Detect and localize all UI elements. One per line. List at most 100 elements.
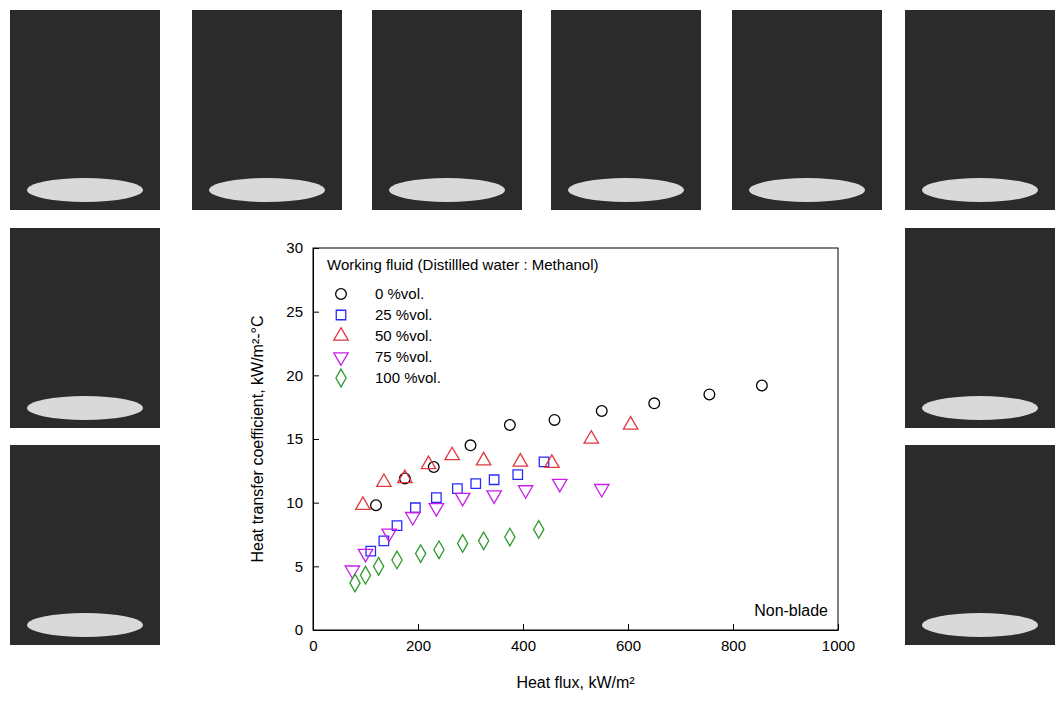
x-tick-label: 600 [616, 637, 641, 654]
x-tick: 800 [721, 624, 746, 654]
legend-label: 50 %vol. [375, 327, 433, 344]
photo [10, 10, 160, 210]
photo-heater [27, 396, 143, 420]
point [649, 398, 660, 409]
photo [732, 10, 882, 210]
x-tick-label: 200 [406, 637, 431, 654]
point [584, 431, 598, 443]
point [458, 535, 468, 553]
x-tick-mark [628, 624, 629, 630]
y-tick-label: 30 [286, 239, 303, 256]
legend-label: 25 %vol. [375, 306, 433, 323]
photo-heater [389, 178, 505, 202]
point [471, 479, 480, 488]
plot-frame [313, 248, 838, 630]
y-tick-mark [313, 503, 319, 504]
photo-heater [922, 178, 1038, 202]
point [398, 470, 412, 482]
point [534, 521, 544, 539]
photo [905, 10, 1055, 210]
series [350, 521, 544, 592]
point [382, 529, 396, 541]
point [428, 462, 439, 473]
annotation: Non-blade [754, 602, 828, 619]
x-tick-label: 0 [309, 637, 317, 654]
point [704, 389, 715, 400]
photo [905, 228, 1055, 428]
photo-heater [27, 613, 143, 637]
point [553, 479, 567, 491]
x-tick: 400 [511, 624, 536, 654]
point [455, 493, 469, 505]
photo-heater [922, 396, 1038, 420]
point [429, 504, 443, 516]
point [358, 549, 372, 561]
point [416, 545, 426, 563]
photo-heater [922, 613, 1038, 637]
photo [551, 10, 701, 210]
point [445, 447, 459, 459]
point [366, 546, 375, 555]
y-tick: 20 [286, 367, 319, 384]
legend-marker [336, 289, 347, 300]
point [453, 484, 462, 493]
y-tick-label: 15 [286, 430, 303, 447]
point [411, 503, 420, 512]
y-tick-label: 0 [295, 621, 303, 638]
legend-title: Working fluid (Distillled water : Methan… [327, 256, 599, 273]
point [513, 454, 527, 466]
y-tick-mark [313, 439, 319, 440]
plot-background [240, 225, 880, 705]
legend-marker [336, 310, 345, 319]
point [406, 513, 420, 525]
point [505, 420, 516, 431]
x-tick-label: 800 [721, 637, 746, 654]
point [356, 497, 370, 509]
y-tick: 15 [286, 430, 319, 447]
point [374, 558, 384, 576]
x-tick: 200 [406, 624, 431, 654]
y-tick-mark [313, 312, 319, 313]
point [371, 500, 382, 511]
point [350, 574, 360, 592]
point [487, 491, 501, 503]
point [489, 475, 498, 484]
legend-marker [334, 353, 348, 365]
point [596, 406, 607, 417]
legend-label: 100 %vol. [375, 369, 441, 386]
point [377, 474, 391, 486]
point [421, 456, 435, 468]
y-tick-label: 25 [286, 303, 303, 320]
legend-marker [336, 369, 346, 387]
y-tick-mark [313, 375, 319, 376]
point [479, 532, 489, 550]
photo [10, 445, 160, 645]
point [545, 455, 559, 467]
point [465, 440, 476, 451]
series [371, 380, 768, 510]
photo [372, 10, 522, 210]
y-tick: 25 [286, 303, 319, 320]
photo [905, 445, 1055, 645]
photo-heater [209, 178, 325, 202]
legend-label: 0 %vol. [375, 285, 424, 302]
x-tick-label: 400 [511, 637, 536, 654]
series [356, 417, 638, 510]
point [623, 417, 637, 429]
point [757, 380, 768, 391]
photo-heater [27, 178, 143, 202]
x-axis: 02004006008001000 [309, 624, 855, 654]
point [432, 493, 441, 502]
x-axis-title: Heat flux, kW/m² [516, 674, 635, 691]
photo-heater [749, 178, 865, 202]
point [595, 484, 609, 496]
chart: 02004006008001000051015202530Heat flux, … [0, 0, 1057, 707]
legend: Working fluid (Distillled water : Methan… [327, 256, 599, 387]
photo [192, 10, 342, 210]
series [345, 479, 609, 578]
series [366, 457, 549, 556]
y-axis: 051015202530 [286, 239, 319, 638]
photo [10, 228, 160, 428]
x-tick-mark [733, 624, 734, 630]
point [345, 566, 359, 578]
